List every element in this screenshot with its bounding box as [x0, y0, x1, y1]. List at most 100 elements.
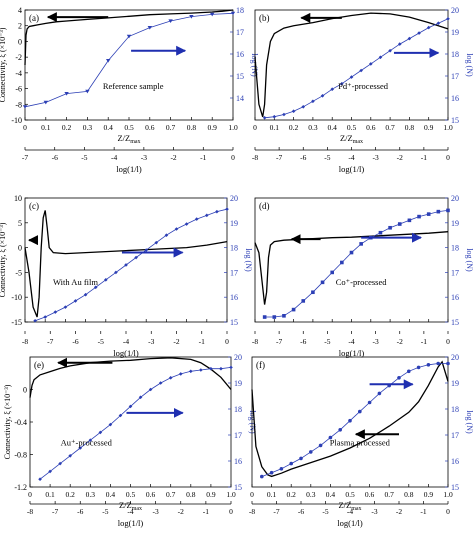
log-n-point: [388, 48, 392, 53]
log-n-point: [148, 387, 153, 392]
right-y-tick-label: 16: [236, 50, 244, 59]
panel-e: -1.2 -0.8 -0.4 0 15 16 17 18 19 20 0 0.1 0.2 0.3 0.4 0.…: [3, 353, 257, 528]
left-y-axis-label: Connectivity, ξ (×10⁻³): [3, 384, 12, 459]
left-y-tick-label: -1.2: [14, 483, 27, 492]
log-n-point: [108, 422, 113, 427]
log-axis-tick-label: -1: [199, 337, 205, 346]
log-axis-tick-label: -7: [276, 153, 282, 162]
log-n-point: [164, 233, 169, 237]
right-y-tick-label: 18: [234, 405, 242, 414]
log-n-point: [178, 372, 183, 376]
log-n-point: [194, 217, 199, 221]
log-axis-tick-label: -5: [324, 153, 330, 162]
log-axis-tick-label: -2: [170, 153, 176, 162]
log-n-point: [168, 19, 173, 23]
log-axis-tick-label: -1: [420, 507, 426, 516]
log-axis-tick-label: -8: [252, 337, 258, 346]
right-y-tick-label: 15: [236, 72, 244, 81]
log-n-point: [106, 59, 111, 63]
log-n-point: [88, 438, 93, 442]
log-axis-tick-label: -3: [148, 337, 154, 346]
log-axis-tick-label: -5: [102, 507, 108, 516]
log-n-point: [43, 315, 47, 319]
log-axis-tick-label: 0: [446, 337, 450, 346]
log-axis-tick-label: -6: [72, 337, 78, 346]
right-y-tick-label: 17: [451, 268, 459, 277]
panel-label: (a): [29, 13, 39, 23]
right-y-axis-label: log (N): [465, 248, 474, 272]
log-axis-tick-label: -5: [322, 507, 328, 516]
log-n-point: [184, 222, 189, 226]
log-n-point: [359, 68, 363, 73]
left-y-tick-label: 10: [14, 194, 22, 203]
log-axis-tick-label: 0: [446, 507, 450, 516]
log-n-point: [407, 369, 411, 374]
right-y-tick-label: 16: [451, 94, 459, 103]
x-tick-label: 0.8: [405, 123, 415, 132]
log-n-point: [320, 94, 325, 98]
connectivity-curve: [29, 357, 232, 398]
log-n-point: [63, 305, 68, 309]
panel-d: 15 16 17 18 19 20 -8 -7 -6 -5 -4 -3 -2 -1 0 log(1/l) log…: [252, 194, 474, 358]
left-y-tick-label: -4: [15, 69, 22, 78]
log-n-point: [446, 17, 450, 21]
panel-label: (b): [259, 13, 270, 23]
x-axis-label-subscript: max: [132, 506, 142, 512]
log-n-point: [114, 270, 118, 275]
log-n-point: [340, 260, 344, 265]
log-axis-tick-label: -1: [200, 153, 206, 162]
log-n-line: [264, 18, 449, 119]
log-n-point: [330, 87, 334, 91]
left-y-tick-label: 0: [18, 244, 22, 253]
left-y-tick-label: 0: [18, 37, 22, 46]
log-n-point: [291, 307, 296, 312]
x-tick-label: 0.5: [347, 123, 357, 132]
log-n-point: [38, 477, 42, 481]
left-y-tick-label: 0: [23, 386, 27, 395]
x-tick-label: 0.1: [41, 123, 51, 132]
log-axis-tick-label: -8: [252, 153, 258, 162]
log-n-point: [417, 31, 421, 35]
log-n-point: [301, 105, 306, 109]
log-n-point: [230, 11, 236, 16]
log-n-point: [93, 285, 98, 290]
log-axis-tick-label: -1: [421, 337, 427, 346]
left-y-tick-label: -5: [15, 268, 22, 277]
connectivity-curve: [251, 360, 449, 478]
x-tick-label: 0: [28, 490, 32, 499]
log-n-point: [262, 116, 267, 120]
log-n-point: [349, 75, 354, 79]
log-axis-tick-label: -5: [98, 337, 104, 346]
log-axis-tick-label: -1: [421, 153, 427, 162]
log-n-line: [24, 12, 234, 108]
log-n-point: [436, 361, 441, 366]
log-n-line: [264, 210, 449, 318]
right-y-tick-label: 19: [451, 219, 459, 228]
x-tick-label: 0: [250, 490, 254, 499]
x-axis-label-subscript: max: [351, 506, 361, 512]
right-y-tick-label: 19: [451, 379, 459, 388]
x-tick-label: 0.2: [289, 123, 299, 132]
x-tick-label: 0.2: [62, 123, 72, 132]
log-n-point: [340, 81, 344, 86]
right-y-axis-label: log (N): [465, 53, 474, 77]
panel-b: 15 16 17 18 19 20 0 0.1 0.2 0.3 0.4 0.5 0.6 0.7 0.8 0.9…: [252, 6, 474, 174]
log-n-point: [338, 428, 343, 432]
log-axis-label: log(1/l): [337, 518, 363, 528]
log-n-point: [358, 409, 362, 414]
log-axis-tick-label: -8: [27, 507, 33, 516]
right-y-axis-label: log (N): [465, 410, 474, 434]
left-y-tick-label: -6: [15, 85, 22, 94]
log-n-point: [349, 250, 354, 255]
log-n-point: [282, 112, 286, 117]
left-y-tick-label: -8: [15, 100, 22, 109]
log-n-point: [189, 15, 194, 19]
x-tick-label: 0.3: [83, 123, 93, 132]
log-n-point: [78, 446, 83, 450]
right-y-tick-label: 17: [236, 28, 244, 37]
right-y-tick-label: 20: [451, 6, 459, 15]
log-n-point: [377, 391, 382, 396]
x-tick-label: 0.3: [86, 490, 96, 499]
log-axis-tick-label: -2: [397, 153, 403, 162]
log-axis-tick-label: -7: [276, 337, 282, 346]
